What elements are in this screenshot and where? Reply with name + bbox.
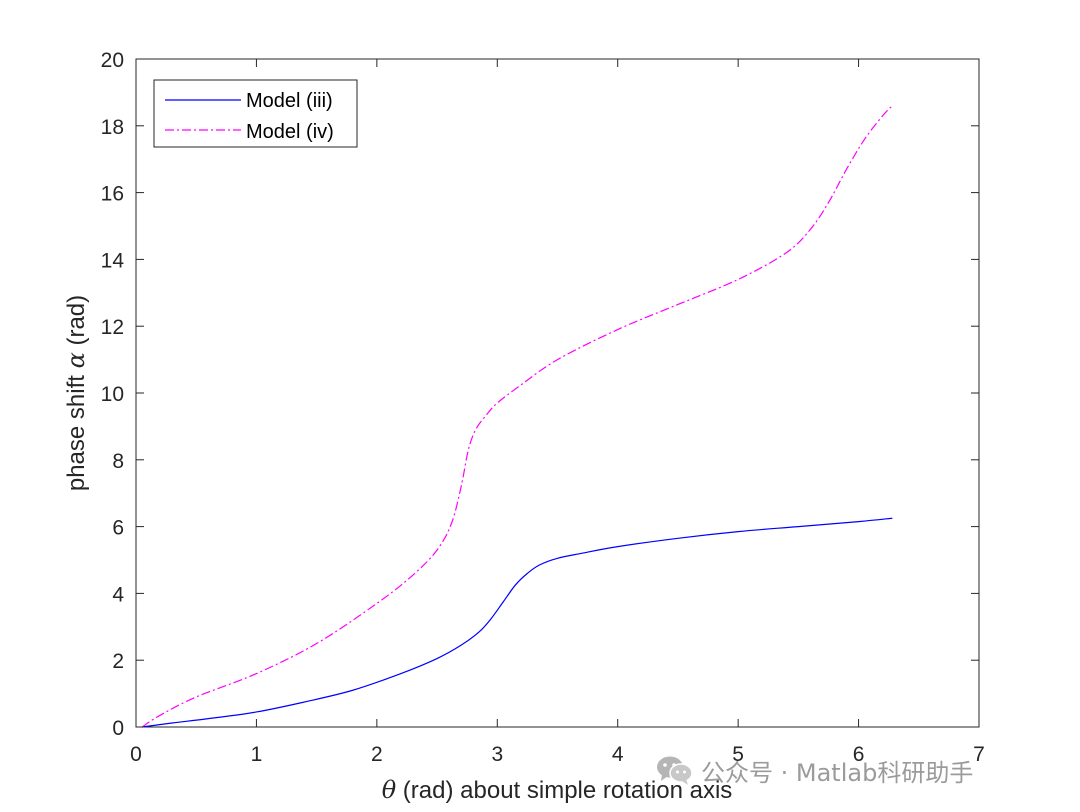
legend-box (153, 79, 358, 148)
watermark-text: 公众号 · Matlab科研助手 (701, 758, 974, 787)
legend: Model (iii) Model (iv) (153, 79, 358, 148)
x-tick-label: 4 (612, 743, 624, 766)
axes-box (135, 58, 980, 728)
x-tick-label: 3 (491, 743, 503, 766)
x-tick-label: 6 (853, 743, 865, 766)
watermark: 公众号 · Matlab科研助手 (655, 752, 973, 788)
x-tick-label: 5 (732, 743, 744, 766)
y-axis-symbol: α (62, 352, 90, 368)
x-tick-label: 0 (130, 743, 142, 766)
x-tick-label: 1 (251, 743, 263, 766)
series-layer (141, 105, 893, 728)
x-tick-label: 2 (371, 743, 383, 766)
y-tick-label: 16 (101, 183, 124, 206)
x-axis-symbol: θ (382, 776, 397, 804)
y-tick-label: 10 (101, 383, 124, 406)
series-line-model-iv (141, 105, 893, 728)
y-axis-label-text: phase shift (63, 368, 90, 491)
y-tick-label: 2 (112, 650, 124, 673)
y-axis-label: phase shift α (rad) (62, 295, 90, 491)
y-axis-label-unit: (rad) (63, 295, 90, 352)
x-tick-label: 7 (973, 743, 985, 766)
y-tick-label: 14 (101, 249, 125, 272)
legend-label-model-iv: Model (iv) (246, 121, 334, 143)
y-tick-label: 18 (101, 116, 124, 139)
y-tick-label: 12 (101, 316, 124, 339)
y-tick-label: 20 (101, 49, 124, 72)
series-line-model-iii (141, 517, 893, 728)
legend-label-model-iii: Model (iii) (246, 90, 333, 112)
y-tick-label: 4 (112, 583, 124, 606)
y-tick-label: 6 (112, 517, 124, 540)
wechat-icon (657, 756, 693, 785)
y-tick-label: 8 (112, 450, 124, 473)
y-tick-label: 0 (112, 717, 124, 740)
